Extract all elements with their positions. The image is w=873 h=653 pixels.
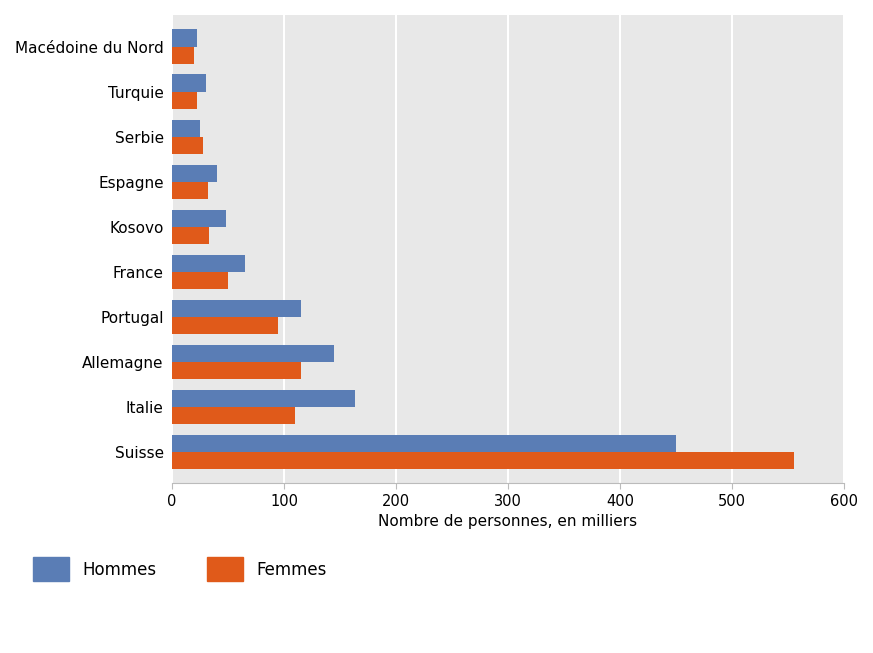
- Bar: [172, 74, 206, 91]
- Bar: [172, 255, 244, 272]
- Bar: [172, 272, 228, 289]
- Bar: [172, 390, 354, 407]
- Bar: [172, 29, 196, 46]
- Bar: [172, 435, 676, 452]
- Bar: [172, 300, 301, 317]
- Bar: [172, 317, 278, 334]
- Bar: [172, 210, 226, 227]
- Bar: [172, 407, 295, 424]
- Bar: [172, 46, 195, 63]
- Bar: [172, 452, 794, 469]
- Bar: [172, 345, 334, 362]
- Bar: [172, 165, 217, 182]
- Bar: [172, 362, 301, 379]
- Bar: [172, 227, 209, 244]
- Legend: Hommes, Femmes: Hommes, Femmes: [32, 558, 327, 581]
- Bar: [172, 136, 203, 153]
- X-axis label: Nombre de personnes, en milliers: Nombre de personnes, en milliers: [379, 515, 637, 530]
- Bar: [172, 119, 200, 136]
- Bar: [172, 91, 196, 108]
- Bar: [172, 182, 208, 199]
